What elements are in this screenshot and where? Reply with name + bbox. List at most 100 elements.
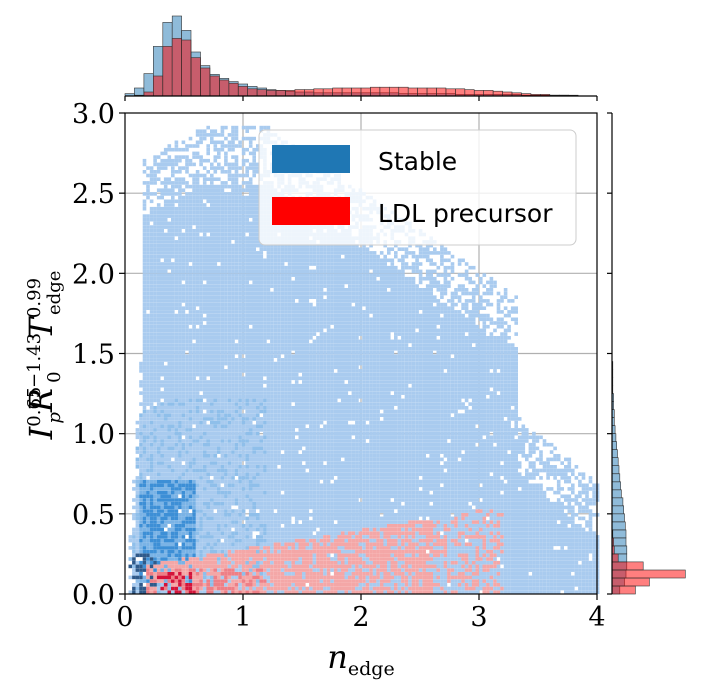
- density-cell-stable: [181, 376, 186, 381]
- density-cell-stable: [241, 280, 246, 285]
- density-cell-stable: [174, 361, 179, 366]
- density-cell-stable: [142, 162, 147, 167]
- density-cell-stable: [202, 476, 207, 480]
- density-cell-stable: [259, 442, 264, 447]
- density-cell-stable: [195, 454, 200, 458]
- density-cell-stable: [263, 586, 267, 591]
- density-cell-stable: [174, 431, 179, 436]
- density-cell-stable: [248, 229, 253, 233]
- density-cell-stable: [174, 243, 179, 248]
- density-cell-stable: [160, 166, 164, 170]
- density-cell-stable: [284, 487, 288, 491]
- density-cell-stable: [220, 217, 225, 222]
- density-cell-stable: [149, 328, 154, 333]
- density-cell-stable: [195, 317, 200, 322]
- density-cell-stable: [252, 328, 256, 333]
- density-cell-stable: [227, 402, 232, 406]
- density-cell-stable: [163, 513, 168, 517]
- density-cell-stable: [248, 557, 253, 561]
- density-cell-stable: [234, 494, 239, 499]
- density-cell-stable: [142, 553, 147, 558]
- density-cell-stable: [284, 572, 288, 576]
- density-cell-stable: [210, 173, 214, 178]
- density-cell-stable: [256, 527, 260, 532]
- density-cell-stable: [188, 310, 193, 314]
- density-cell-stable: [287, 295, 292, 299]
- density-cell-stable: [181, 402, 186, 406]
- density-cell-stable: [167, 214, 172, 218]
- density-cell-stable: [234, 265, 239, 270]
- density-cell-stable: [231, 343, 235, 347]
- density-cell-stable: [160, 347, 164, 351]
- density-cell-stable: [245, 376, 249, 381]
- density-cell-stable: [202, 542, 207, 547]
- density-cell-stable: [202, 376, 207, 381]
- density-cell-stable: [202, 288, 207, 292]
- density-cell-stable: [245, 560, 249, 565]
- density-cell-stable: [263, 542, 267, 547]
- density-cell-stable: [195, 527, 200, 532]
- density-cell-stable: [206, 542, 210, 547]
- density-cell-ldl: [181, 572, 186, 576]
- density-cell-stable: [174, 214, 179, 218]
- density-cell-stable: [266, 538, 271, 543]
- density-cell-ldl: [192, 557, 196, 561]
- density-cell-stable: [181, 413, 186, 417]
- density-cell-ldl: [284, 564, 288, 569]
- density-cell-stable: [160, 343, 164, 347]
- density-cell-stable: [171, 313, 175, 318]
- density-cell-stable: [256, 454, 260, 458]
- density-cell-stable: [217, 549, 221, 554]
- density-cell-ldl: [245, 575, 249, 580]
- density-cell-stable: [192, 468, 196, 473]
- density-cell-stable: [238, 450, 242, 454]
- density-cell-stable: [227, 361, 232, 366]
- density-cell-stable: [195, 313, 200, 318]
- density-cell-stable: [213, 280, 218, 285]
- density-cell-stable: [210, 487, 214, 491]
- density-cell-stable: [178, 236, 182, 240]
- density-cell-stable: [256, 542, 260, 547]
- density-cell-stable: [231, 232, 235, 237]
- density-cell-ldl: [167, 560, 172, 565]
- density-cell-stable: [227, 435, 232, 440]
- density-cell-stable: [252, 291, 256, 296]
- density-cell-stable: [142, 402, 147, 406]
- density-cell-stable: [280, 251, 285, 255]
- density-cell-stable: [277, 431, 281, 436]
- density-cell-stable: [259, 535, 264, 539]
- density-cell-stable: [273, 262, 278, 266]
- density-cell-ldl: [256, 568, 260, 572]
- density-cell-stable: [234, 310, 239, 314]
- density-cell-stable: [195, 321, 200, 325]
- density-cell-stable: [142, 339, 147, 344]
- density-cell-stable: [178, 299, 182, 303]
- density-cell-stable: [188, 527, 193, 532]
- density-cell-stable: [153, 295, 157, 299]
- density-cell-stable: [153, 487, 157, 491]
- density-cell-stable: [142, 520, 147, 524]
- density-cell-stable: [217, 324, 221, 329]
- density-cell-ldl: [199, 568, 203, 572]
- density-cell-stable: [167, 376, 172, 381]
- density-cell-stable: [238, 546, 242, 550]
- density-cell-stable: [185, 332, 189, 336]
- density-cell-stable: [287, 276, 292, 281]
- density-cell-stable: [178, 295, 182, 299]
- density-cell-stable: [263, 299, 267, 303]
- density-cell-stable: [167, 225, 172, 229]
- density-cell-stable: [195, 184, 200, 189]
- density-cell-stable: [174, 269, 179, 274]
- density-cell-stable: [259, 527, 264, 532]
- density-cell-stable: [185, 269, 189, 274]
- density-cell-stable: [213, 383, 218, 388]
- density-cell-stable: [220, 520, 225, 524]
- density-cell-ldl: [160, 572, 164, 576]
- density-cell-stable: [252, 524, 256, 528]
- density-cell-stable: [245, 398, 249, 403]
- density-cell-stable: [185, 273, 189, 277]
- density-cell-stable: [174, 424, 179, 429]
- density-cell-stable: [252, 199, 256, 204]
- density-cell-stable: [227, 358, 232, 362]
